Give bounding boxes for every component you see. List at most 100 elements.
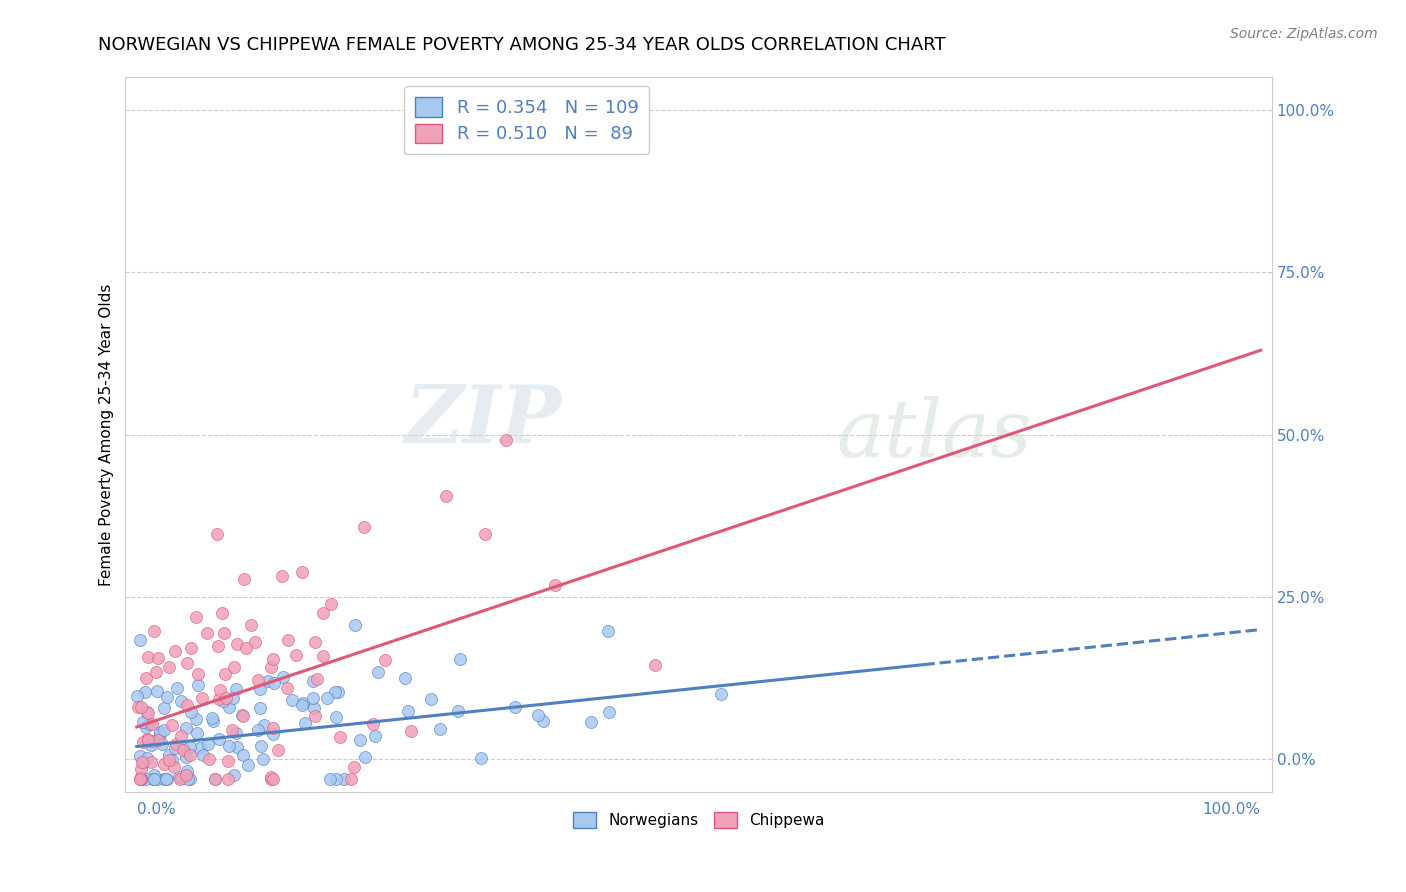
Point [135,671,157,685]
Point [214,666,236,681]
Point [204,772,226,786]
Point [266,742,288,756]
Point [301,673,323,688]
Point [236,758,259,772]
Point [165,740,187,755]
Point [198,752,221,766]
Point [129,632,152,647]
Point [205,526,228,541]
Point [211,606,233,620]
Point [449,652,471,666]
Point [401,724,423,739]
Point [260,659,283,673]
Point [259,772,281,786]
Point [131,700,153,714]
Point [239,618,262,632]
Point [304,708,326,723]
Point [312,648,335,663]
Point [495,433,517,447]
Point [157,660,180,674]
Point [129,772,152,786]
Point [160,718,183,732]
Point [180,705,202,719]
Point [208,691,231,706]
Point [249,681,271,696]
Text: Source: ZipAtlas.com: Source: ZipAtlas.com [1230,27,1378,41]
Point [152,772,174,786]
Point [339,772,361,786]
Point [353,520,375,534]
Point [247,673,270,688]
Point [176,764,198,778]
Point [312,606,335,620]
Point [201,711,224,725]
Point [165,737,187,751]
Point [162,760,184,774]
Point [333,772,356,786]
Point [291,696,314,710]
Point [139,755,162,769]
Point [353,749,375,764]
Point [155,690,177,704]
Point [146,651,169,665]
Point [135,732,157,747]
Point [135,720,157,734]
Point [197,737,219,751]
Point [149,724,172,739]
Point [259,770,281,784]
Point [172,741,194,756]
Point [129,762,152,776]
Point [136,706,159,720]
Point [218,739,240,754]
Text: 0.0%: 0.0% [136,802,176,817]
Point [304,701,326,715]
Point [325,710,347,724]
Point [447,705,470,719]
Point [170,694,193,708]
Point [271,670,294,684]
Point [544,578,567,592]
Point [186,712,208,726]
Point [644,658,666,673]
Point [149,727,172,741]
Text: atlas: atlas [837,396,1032,474]
Point [304,635,326,649]
Point [157,747,180,762]
Point [166,681,188,695]
Point [271,569,294,583]
Point [420,692,443,706]
Text: NORWEGIAN VS CHIPPEWA FEMALE POVERTY AMONG 25-34 YEAR OLDS CORRELATION CHART: NORWEGIAN VS CHIPPEWA FEMALE POVERTY AMO… [98,36,946,54]
Point [184,610,207,624]
Point [281,693,304,707]
Point [262,726,284,740]
Point [262,652,284,666]
Point [221,723,243,737]
Point [326,684,349,698]
Point [429,722,451,736]
Point [127,689,149,703]
Point [257,674,280,689]
Point [150,737,173,751]
Point [129,772,152,786]
Point [187,678,209,692]
Point [470,751,492,765]
Point [262,772,284,786]
Point [217,772,239,786]
Point [190,690,212,705]
Point [249,739,271,753]
Point [146,684,169,698]
Point [343,760,366,774]
Point [344,617,367,632]
Point [135,772,157,786]
Point [136,732,159,747]
Point [319,597,342,611]
Point [179,772,201,786]
Point [128,772,150,786]
Point [136,650,159,665]
Point [434,489,457,503]
Point [142,772,165,786]
Point [349,732,371,747]
Point [294,716,316,731]
Point [361,717,384,731]
Text: ZIP: ZIP [405,382,561,459]
